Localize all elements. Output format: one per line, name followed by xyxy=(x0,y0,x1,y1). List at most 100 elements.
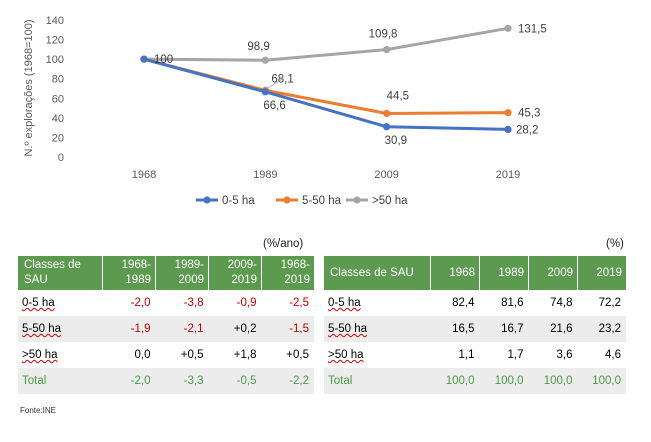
table-cell: 1,7 xyxy=(507,349,524,361)
table-cell: 21,6 xyxy=(528,316,578,342)
series-line xyxy=(143,26,509,62)
data-point xyxy=(261,56,269,64)
table-cell: 100,0 xyxy=(528,368,578,394)
table-cell: -2,0 xyxy=(102,368,156,394)
data-point xyxy=(504,125,512,134)
table-cell: -1,5 xyxy=(261,316,314,342)
data-point xyxy=(140,55,148,63)
row-label: 5-50 ha xyxy=(18,316,103,342)
data-point xyxy=(504,24,512,32)
table-right-unit: (%) xyxy=(606,238,624,250)
header-period: 1989-2009 xyxy=(155,256,209,290)
table-row: 5-50 ha 16,5 16,7 21,6 23,2 xyxy=(324,316,626,342)
table-cell: 82,4 xyxy=(452,297,475,309)
row-label: >50 ha xyxy=(324,342,431,368)
row-label-text: 0-5 ha xyxy=(22,297,55,309)
series-lines xyxy=(140,24,512,134)
table-header-row: Classes de SAU 1968 1989 2009 2019 xyxy=(324,256,626,290)
table-row: 5-50 ha -1,9 -2,1 +0,2 -1,5 xyxy=(18,316,314,342)
table-cell: -2,1 xyxy=(155,316,209,342)
row-label-text: 5-50 ha xyxy=(22,323,62,335)
y-tick-label: 60 xyxy=(52,93,64,105)
table-cell: -2,0 xyxy=(130,297,151,309)
header-year: 2019 xyxy=(577,256,626,290)
table-cell: 100,0 xyxy=(577,368,626,394)
row-label: Total xyxy=(324,368,431,394)
row-label: >50 ha xyxy=(18,342,103,368)
table-cell: -3,3 xyxy=(155,368,209,394)
table-left-unit: (%/ano) xyxy=(263,238,304,250)
data-label: 44,5 xyxy=(387,90,409,102)
data-label: 30,9 xyxy=(385,135,407,147)
table-cell: +0,5 xyxy=(286,349,309,361)
header-year: 1968 xyxy=(430,256,480,290)
table-cell: 3,6 xyxy=(556,349,573,361)
label-leader-line xyxy=(267,78,284,89)
table-cell: 23,2 xyxy=(577,316,626,342)
line-chart: N.º explorações (1968=100) 0 20 40 60 80 100 1… xyxy=(23,15,547,207)
row-label: 0-5 ha xyxy=(18,290,103,316)
share-table: Classes de SAU 1968 1989 2009 2019 0-5 h… xyxy=(324,256,626,394)
data-point xyxy=(261,88,269,96)
table-cell: 16,5 xyxy=(430,316,480,342)
data-label: 66,6 xyxy=(263,100,285,112)
x-axis-ticks: 1968 1989 2009 2019 xyxy=(132,169,520,181)
y-tick-label: 120 xyxy=(46,35,64,47)
row-label-text: 0-5 ha xyxy=(328,297,361,309)
table-cell: 100,0 xyxy=(479,368,529,394)
header-period: 2009-2019 xyxy=(208,256,262,290)
header-period: 1968-1989 xyxy=(102,256,156,290)
table-cell: 72,2 xyxy=(598,297,621,309)
table-cell: -0,5 xyxy=(208,368,262,394)
data-label: 109,8 xyxy=(369,29,398,41)
table-cell: -2,2 xyxy=(261,368,314,394)
header-year: 1989 xyxy=(479,256,529,290)
y-axis-label: N.º explorações (1968=100) xyxy=(23,19,35,156)
header-period: 1968-2019 xyxy=(261,256,314,290)
y-tick-label: 140 xyxy=(46,15,64,27)
data-label: 131,5 xyxy=(518,23,547,35)
x-tick-label: 1968 xyxy=(132,169,156,181)
legend-label: >50 ha xyxy=(372,195,408,207)
legend-marker xyxy=(353,196,361,204)
data-point xyxy=(383,123,391,131)
table-cell: 81,6 xyxy=(501,297,524,309)
table-cell: -0,9 xyxy=(236,297,257,309)
table-cell: -2,5 xyxy=(289,297,309,309)
table-cell: 74,8 xyxy=(550,297,573,309)
table-cell: +0,5 xyxy=(180,349,204,361)
table-row-total: Total -2,0 -3,3 -0,5 -2,2 xyxy=(18,368,314,394)
chart-legend: 0-5 ha 5-50 ha >50 ha xyxy=(196,195,408,207)
legend-marker xyxy=(203,196,211,204)
table-row-total: Total 100,0 100,0 100,0 100,0 xyxy=(324,368,626,394)
table-cell: -1,9 xyxy=(102,316,156,342)
row-label-text: 5-50 ha xyxy=(328,323,368,335)
table-cell: 100,0 xyxy=(430,368,480,394)
data-label: 98,9 xyxy=(247,41,269,53)
table-cell: +1,8 xyxy=(233,349,257,361)
table-header-row: Classes de SAU 1968-1989 1989-2009 2009-… xyxy=(18,256,314,290)
x-tick-label: 2009 xyxy=(374,169,398,181)
table-row: 0-5 ha 82,4 81,6 74,8 72,2 xyxy=(324,290,626,316)
y-tick-label: 20 xyxy=(52,132,64,144)
source-note: Fonte:INE xyxy=(20,406,57,415)
y-tick-label: 80 xyxy=(52,74,64,86)
data-point xyxy=(504,109,512,117)
x-tick-label: 1989 xyxy=(253,169,277,181)
table-row: >50 ha 1,1 1,7 3,6 4,6 xyxy=(324,342,626,368)
data-label: 100 xyxy=(154,54,173,66)
series-line xyxy=(143,57,509,131)
series-line xyxy=(143,57,509,115)
table-cell: 0,0 xyxy=(134,349,151,361)
legend-label: 5-50 ha xyxy=(302,195,342,207)
table-cell: 4,6 xyxy=(605,349,621,361)
table-row: 0-5 ha -2,0 -3,8 -0,9 -2,5 xyxy=(18,290,314,316)
header-year: 2009 xyxy=(528,256,578,290)
row-label: 5-50 ha xyxy=(324,316,431,342)
data-point xyxy=(383,45,391,54)
y-tick-label: 40 xyxy=(52,113,64,125)
data-label: 45,3 xyxy=(518,108,540,120)
table-cell: +0,2 xyxy=(208,316,262,342)
header-classes: Classes de SAU xyxy=(18,256,103,290)
